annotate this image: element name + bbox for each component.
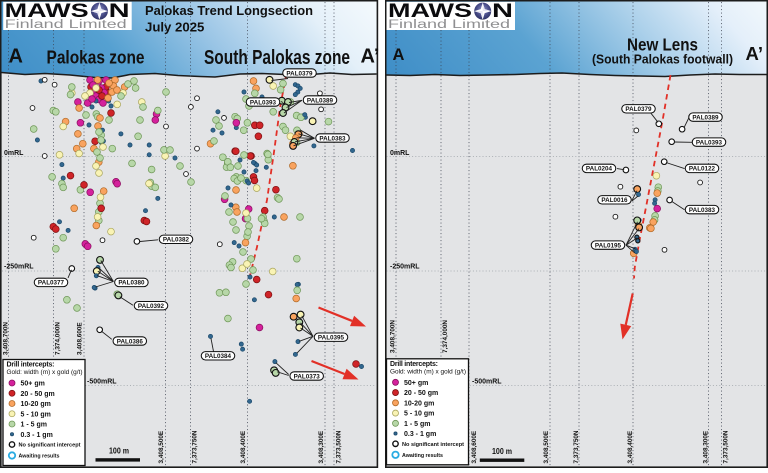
svg-text:100 m: 100 m (492, 447, 512, 456)
svg-text:Awaiting results: Awaiting results (19, 454, 61, 460)
svg-text:3,408,400E: 3,408,400E (627, 430, 634, 463)
svg-text:South Palokas zone: South Palokas zone (204, 46, 350, 69)
svg-text:Awaiting results: Awaiting results (402, 453, 444, 459)
svg-text:A: A (9, 46, 23, 68)
svg-text:PAL0386: PAL0386 (117, 338, 144, 345)
svg-text:20 - 50 gm: 20 - 50 gm (21, 391, 55, 398)
svg-text:0.3 - 1 gm: 0.3 - 1 gm (21, 432, 53, 439)
svg-text:0mRL: 0mRL (390, 150, 410, 157)
svg-text:3,408,700N: 3,408,700N (3, 322, 10, 355)
svg-text:PAL0393: PAL0393 (696, 139, 723, 146)
svg-text:PAL0393: PAL0393 (250, 99, 277, 106)
svg-text:-500mRL: -500mRL (472, 379, 502, 386)
svg-text:7,373,750N: 7,373,750N (192, 430, 199, 463)
svg-text:3,408,400E: 3,408,400E (240, 430, 247, 463)
svg-text:3,408,700N: 3,408,700N (390, 320, 397, 353)
svg-text:5 - 10 gm: 5 - 10 gm (404, 411, 434, 418)
svg-text:-500mRL: -500mRL (87, 379, 117, 386)
svg-text:7,374,000N: 7,374,000N (442, 320, 449, 353)
svg-text:PAL0395: PAL0395 (318, 334, 345, 341)
svg-text:Palokas Trend Longsection: Palokas Trend Longsection (145, 3, 313, 18)
svg-text:PAL0384: PAL0384 (205, 353, 232, 360)
svg-text:50+ gm: 50+ gm (21, 381, 45, 388)
svg-text:No significant intercept: No significant intercept (19, 443, 81, 449)
svg-text:PAL0195: PAL0195 (595, 242, 622, 249)
svg-text:7,373,500N: 7,373,500N (336, 430, 343, 463)
svg-text:-250mRL: -250mRL (390, 264, 420, 271)
svg-text:7,373,750N: 7,373,750N (573, 430, 580, 463)
svg-text:10-20 gm: 10-20 gm (404, 400, 434, 407)
svg-text:3,408,300E: 3,408,300E (318, 430, 325, 463)
svg-text:Drill intercepts:: Drill intercepts: (390, 361, 438, 368)
svg-text:50+ gm: 50+ gm (404, 380, 428, 387)
svg-text:PAL0379: PAL0379 (625, 106, 652, 113)
svg-text:PAL0389: PAL0389 (307, 97, 334, 104)
svg-text:July 2025: July 2025 (145, 20, 204, 35)
svg-text:Finland Limited: Finland Limited (388, 19, 510, 31)
svg-text:0mRL: 0mRL (4, 150, 24, 157)
svg-text:100 m: 100 m (109, 447, 129, 456)
svg-text:Palokas zone: Palokas zone (47, 48, 145, 68)
svg-text:1 - 5 gm: 1 - 5 gm (404, 421, 430, 428)
svg-text:A’: A’ (361, 46, 380, 68)
svg-text:A’: A’ (746, 43, 763, 64)
svg-text:PAL0383: PAL0383 (689, 207, 716, 214)
svg-text:7,373,500N: 7,373,500N (723, 430, 730, 463)
svg-text:No significant intercept: No significant intercept (402, 442, 464, 448)
svg-text:PAL0379: PAL0379 (286, 70, 313, 77)
svg-text:20 - 50 gm: 20 - 50 gm (404, 390, 438, 397)
svg-text:New Lens: New Lens (627, 35, 698, 55)
svg-text:PAL0016: PAL0016 (601, 197, 628, 204)
svg-text:-250mRL: -250mRL (4, 264, 34, 271)
svg-text:PAL0392: PAL0392 (138, 303, 165, 310)
svg-text:Drill intercepts:: Drill intercepts: (7, 362, 55, 369)
svg-text:A: A (393, 46, 405, 64)
svg-text:PAL0204: PAL0204 (586, 166, 613, 173)
svg-text:(South Palokas footwall): (South Palokas footwall) (592, 53, 733, 67)
svg-text:PAL0382: PAL0382 (163, 237, 190, 244)
svg-text:3,408,300E: 3,408,300E (703, 430, 710, 463)
svg-text:PAL0383: PAL0383 (319, 135, 346, 142)
svg-text:Gold: width (m) x gold (g/t): Gold: width (m) x gold (g/t) (390, 368, 466, 375)
svg-text:7,374,000N: 7,374,000N (55, 322, 62, 355)
svg-text:PAL0380: PAL0380 (118, 280, 145, 287)
svg-text:0.3 - 1 gm: 0.3 - 1 gm (404, 431, 436, 438)
svg-text:1 - 5 gm: 1 - 5 gm (21, 422, 47, 429)
svg-text:3,408,600E: 3,408,600E (471, 430, 478, 463)
svg-text:PAL0389: PAL0389 (692, 114, 719, 121)
svg-text:3,408,500E: 3,408,500E (158, 430, 165, 463)
svg-text:PAL0122: PAL0122 (689, 166, 716, 173)
svg-text:5 - 10 gm: 5 - 10 gm (21, 411, 51, 418)
svg-text:PAL0373: PAL0373 (294, 373, 321, 380)
svg-text:PAL0377: PAL0377 (38, 280, 65, 287)
svg-text:3,408,500E: 3,408,500E (543, 430, 550, 463)
svg-text:Gold: width (m) x gold (g/t): Gold: width (m) x gold (g/t) (7, 369, 83, 376)
svg-text:Finland Limited: Finland Limited (5, 19, 127, 31)
svg-text:10-20 gm: 10-20 gm (21, 401, 51, 408)
svg-text:3,408,600E: 3,408,600E (77, 322, 84, 355)
